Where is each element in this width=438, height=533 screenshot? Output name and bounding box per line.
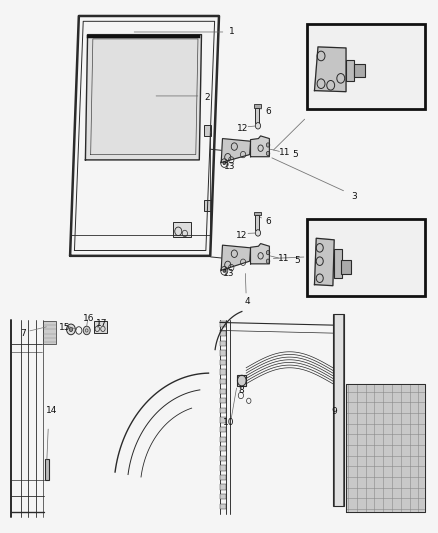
Text: 13: 13: [224, 162, 236, 171]
Text: 10: 10: [223, 418, 235, 426]
Bar: [204, 200, 211, 211]
Bar: [220, 389, 226, 394]
Circle shape: [69, 327, 73, 332]
Text: 18: 18: [379, 257, 390, 265]
Bar: [237, 375, 246, 386]
Text: 11: 11: [279, 148, 290, 157]
Circle shape: [266, 251, 270, 255]
Bar: [220, 465, 226, 471]
Bar: [220, 437, 226, 442]
Circle shape: [266, 143, 270, 147]
Text: 18: 18: [380, 71, 391, 80]
Bar: [220, 350, 226, 356]
Bar: [333, 314, 344, 506]
Bar: [220, 331, 226, 336]
Text: 16: 16: [83, 314, 95, 322]
Bar: [220, 341, 226, 346]
Text: 4: 4: [245, 297, 250, 305]
Bar: [220, 427, 226, 432]
Polygon shape: [221, 139, 251, 163]
Text: 7: 7: [20, 329, 26, 337]
Text: 3: 3: [351, 192, 357, 200]
Bar: [220, 484, 226, 490]
Polygon shape: [251, 244, 269, 264]
Bar: [346, 60, 354, 81]
Bar: [341, 260, 351, 274]
Circle shape: [45, 326, 53, 337]
Text: 15: 15: [59, 324, 71, 332]
Bar: [220, 379, 226, 384]
Circle shape: [255, 123, 261, 129]
Bar: [220, 408, 226, 413]
Circle shape: [266, 151, 270, 156]
Bar: [254, 104, 261, 108]
Text: 5: 5: [293, 150, 299, 159]
Polygon shape: [314, 238, 334, 286]
Text: 12: 12: [237, 125, 248, 133]
Text: 2: 2: [205, 93, 210, 101]
Polygon shape: [85, 35, 201, 160]
Polygon shape: [314, 47, 346, 92]
Bar: [254, 212, 261, 215]
Text: 13: 13: [223, 269, 235, 278]
Text: 6: 6: [265, 108, 272, 116]
Text: 1: 1: [229, 28, 235, 36]
Circle shape: [83, 326, 90, 335]
Text: 14: 14: [46, 406, 57, 415]
Bar: [220, 417, 226, 423]
Polygon shape: [346, 384, 425, 512]
Bar: [220, 369, 226, 375]
Text: 6: 6: [265, 217, 272, 225]
Text: 9: 9: [331, 407, 337, 416]
Circle shape: [223, 269, 226, 272]
Bar: [94, 321, 107, 333]
Circle shape: [223, 161, 226, 165]
Bar: [220, 504, 226, 509]
Text: 8: 8: [238, 386, 244, 394]
Polygon shape: [221, 245, 251, 270]
Bar: [220, 446, 226, 451]
Text: 5: 5: [294, 256, 300, 264]
Bar: [45, 459, 49, 480]
Bar: [307, 219, 425, 296]
Text: 11: 11: [278, 254, 290, 263]
Bar: [255, 215, 259, 230]
Text: 12: 12: [236, 231, 247, 240]
Circle shape: [266, 259, 270, 263]
Bar: [220, 494, 226, 499]
Bar: [220, 360, 226, 365]
Bar: [173, 222, 191, 237]
Text: 17: 17: [96, 319, 108, 328]
Bar: [220, 398, 226, 403]
Bar: [255, 108, 259, 123]
Bar: [334, 249, 342, 278]
Bar: [220, 456, 226, 461]
Circle shape: [67, 324, 75, 335]
Bar: [354, 64, 365, 77]
Bar: [220, 321, 226, 327]
Polygon shape: [251, 136, 269, 157]
Bar: [43, 321, 56, 344]
Bar: [204, 125, 211, 136]
Circle shape: [255, 230, 261, 236]
Bar: [307, 24, 425, 109]
Bar: [220, 475, 226, 480]
